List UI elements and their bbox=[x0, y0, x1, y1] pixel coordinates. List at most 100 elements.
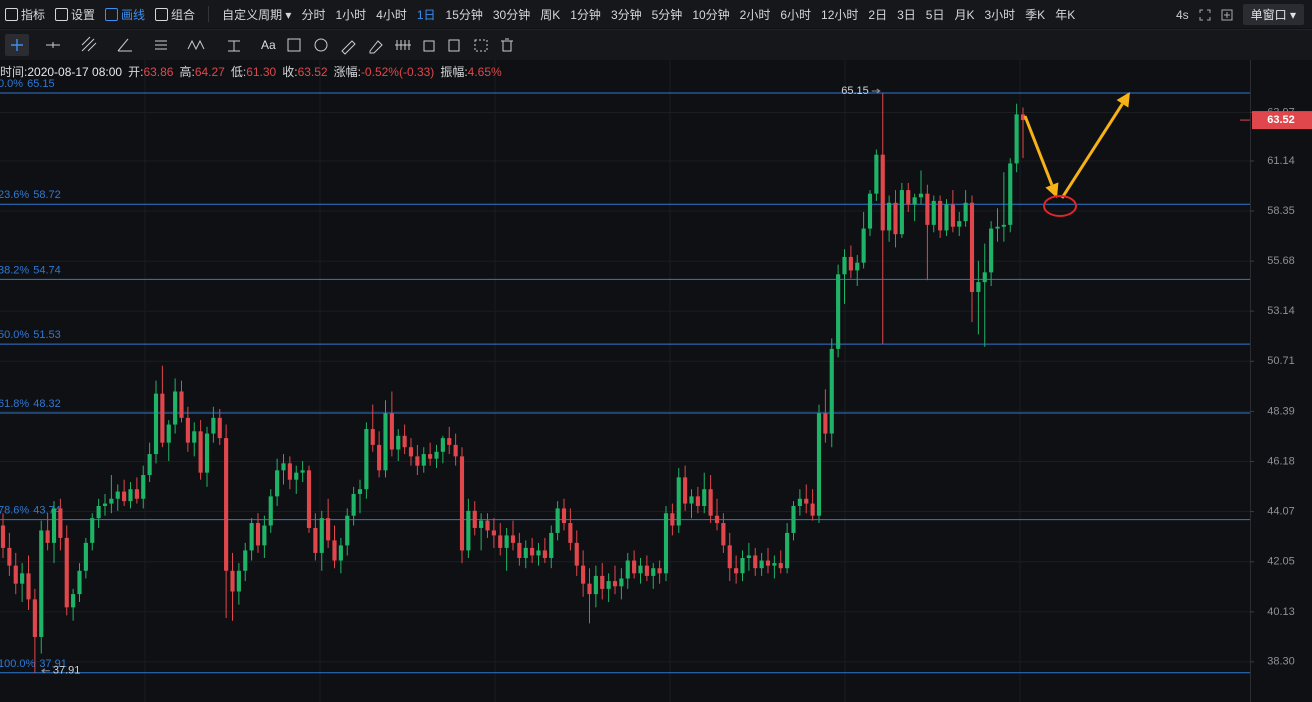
candle-body bbox=[995, 226, 1000, 229]
candle-body bbox=[759, 560, 764, 569]
text-tool[interactable]: Aa bbox=[261, 38, 276, 52]
lock-tool[interactable] bbox=[423, 40, 435, 52]
candle-body bbox=[428, 454, 433, 459]
custom-period[interactable]: 自定义周期 ▾ bbox=[217, 6, 296, 23]
window-select[interactable]: 单窗口 ▾ bbox=[1242, 4, 1304, 25]
period[interactable]: 分时 bbox=[301, 7, 326, 22]
field-label: 涨幅: bbox=[333, 65, 361, 79]
candle-body bbox=[415, 456, 420, 466]
candle-body bbox=[574, 542, 579, 566]
candle-body bbox=[90, 518, 95, 543]
measure-tool[interactable] bbox=[228, 40, 240, 52]
menu-item[interactable]: 设置 bbox=[50, 6, 100, 23]
select-tool[interactable] bbox=[474, 39, 488, 52]
pattern-tool[interactable] bbox=[287, 38, 301, 52]
period[interactable]: 3分钟 bbox=[610, 7, 642, 22]
candle-body bbox=[663, 513, 669, 574]
crosshair-tool[interactable] bbox=[11, 39, 23, 51]
time-value: 2020-08-17 08:00 bbox=[27, 65, 123, 79]
field-label: 开: bbox=[128, 65, 144, 79]
wave-tool[interactable] bbox=[187, 39, 205, 51]
ruler-tool[interactable] bbox=[341, 40, 356, 55]
candle-body bbox=[294, 472, 299, 480]
period[interactable]: 3小时 bbox=[984, 7, 1016, 22]
fib-label: 0.0% 65.15 bbox=[0, 78, 55, 90]
y-tick-label: 48.39 bbox=[1267, 405, 1295, 417]
candle-body bbox=[122, 491, 127, 502]
candle-body bbox=[230, 570, 235, 592]
period[interactable]: 12小时 bbox=[821, 7, 859, 22]
annotation-arrow-head bbox=[1045, 182, 1059, 198]
refresh-rate[interactable]: 4s bbox=[1175, 7, 1189, 22]
period[interactable]: 月K bbox=[954, 7, 975, 22]
candle-body bbox=[1014, 114, 1019, 164]
angle-tool[interactable] bbox=[117, 38, 132, 52]
y-tick-label: 44.07 bbox=[1267, 505, 1295, 517]
candle-tool[interactable] bbox=[395, 40, 411, 50]
y-tick-label: 61.14 bbox=[1267, 155, 1295, 167]
candle-body bbox=[727, 545, 732, 569]
period[interactable]: 15分钟 bbox=[445, 7, 483, 22]
candle-body bbox=[695, 496, 700, 506]
candle-body bbox=[938, 200, 943, 231]
annotation-circle bbox=[1043, 195, 1077, 217]
period[interactable]: 5分钟 bbox=[651, 7, 683, 22]
candle-body bbox=[421, 454, 426, 466]
menu-item[interactable]: 画线 bbox=[100, 6, 150, 23]
time-label: 时间: bbox=[0, 65, 28, 79]
candle-body bbox=[243, 550, 248, 571]
field-label: 高: bbox=[179, 65, 195, 79]
candle-body bbox=[192, 431, 197, 443]
period[interactable]: 季K bbox=[1025, 7, 1046, 22]
fib-ratio: 38.2% bbox=[0, 264, 29, 276]
period[interactable]: 10分钟 bbox=[692, 7, 730, 22]
candle-body bbox=[134, 489, 139, 499]
candle-body bbox=[657, 568, 662, 574]
candle-body bbox=[332, 540, 337, 561]
menu-item[interactable]: 组合 bbox=[150, 6, 200, 23]
copy-tool[interactable] bbox=[448, 39, 460, 52]
period[interactable]: 2日 bbox=[868, 7, 888, 22]
pen-tool[interactable] bbox=[369, 40, 383, 54]
candle-body bbox=[326, 518, 331, 541]
field-value: 63.52 bbox=[297, 65, 328, 79]
period[interactable]: 30分钟 bbox=[492, 7, 531, 22]
candle-body bbox=[804, 498, 809, 504]
trend-tool[interactable] bbox=[81, 36, 97, 52]
period[interactable]: 3日 bbox=[897, 7, 916, 22]
candle-body bbox=[676, 477, 681, 526]
period[interactable]: 1日 bbox=[416, 7, 436, 22]
candle-body bbox=[287, 463, 292, 480]
candle-body bbox=[408, 447, 414, 457]
y-tick-label: 38.30 bbox=[1267, 656, 1295, 668]
menu-item[interactable]: 指标 bbox=[0, 6, 50, 23]
candle-body bbox=[281, 463, 286, 471]
delete-tool[interactable] bbox=[501, 38, 513, 52]
fullscreen-icon[interactable] bbox=[1199, 9, 1211, 21]
candle-body bbox=[313, 527, 318, 553]
chart: 63.9761.1458.3555.6853.1450.7148.3946.18… bbox=[0, 60, 1312, 702]
fib-tool[interactable] bbox=[155, 40, 167, 50]
period[interactable]: 1小时 bbox=[335, 7, 367, 22]
candle-body bbox=[638, 565, 643, 574]
candle-body bbox=[351, 493, 356, 516]
period[interactable]: 年K bbox=[1055, 7, 1076, 22]
period[interactable]: 2小时 bbox=[739, 7, 771, 22]
hline-tool[interactable] bbox=[46, 42, 60, 48]
candle-body bbox=[357, 489, 363, 494]
shape-tool[interactable] bbox=[314, 38, 328, 52]
candle-body bbox=[867, 193, 873, 229]
candle-body bbox=[625, 560, 630, 579]
period[interactable]: 1分钟 bbox=[570, 7, 601, 22]
last-price-label: 63.52 bbox=[1267, 114, 1295, 126]
period[interactable]: 6小时 bbox=[780, 7, 812, 22]
layout-icon[interactable] bbox=[1221, 9, 1233, 21]
candle-body bbox=[459, 456, 465, 551]
period[interactable]: 周K bbox=[540, 7, 561, 22]
candle-body bbox=[816, 413, 822, 516]
annotation-arrow-head bbox=[1116, 92, 1130, 108]
period[interactable]: 4小时 bbox=[376, 7, 407, 22]
candle-body bbox=[568, 523, 573, 543]
period[interactable]: 5日 bbox=[925, 7, 945, 22]
candle-body bbox=[472, 510, 477, 528]
